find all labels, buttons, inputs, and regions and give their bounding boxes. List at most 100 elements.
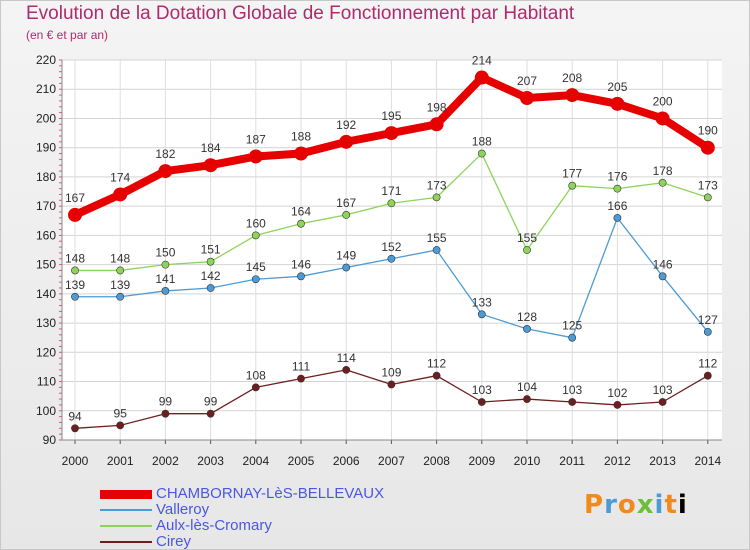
data-point xyxy=(71,292,79,301)
data-point xyxy=(565,88,580,103)
x-tick-label: 2012 xyxy=(604,454,631,468)
x-tick-label: 2010 xyxy=(514,454,541,468)
data-point xyxy=(658,398,667,406)
y-tick-label: 120 xyxy=(36,345,56,359)
data-label: 148 xyxy=(110,251,130,265)
legend-swatch xyxy=(100,490,152,499)
x-tick-label: 2014 xyxy=(694,454,721,468)
data-point xyxy=(384,126,399,141)
data-point xyxy=(610,96,625,111)
data-label: 155 xyxy=(517,231,537,245)
x-tick-label: 2013 xyxy=(649,454,676,468)
data-label: 139 xyxy=(110,278,130,292)
data-point xyxy=(703,327,712,336)
data-label: 182 xyxy=(155,147,175,161)
data-point xyxy=(568,398,577,406)
data-point xyxy=(251,275,260,284)
data-point xyxy=(523,395,531,403)
y-tick-label: 210 xyxy=(36,82,56,96)
data-point xyxy=(206,284,215,292)
data-label: 128 xyxy=(517,310,537,324)
data-label: 99 xyxy=(204,395,218,409)
y-tick-label: 100 xyxy=(36,404,56,418)
data-point xyxy=(703,371,712,380)
data-label: 171 xyxy=(381,184,401,198)
data-label: 133 xyxy=(472,295,492,309)
data-point xyxy=(248,149,263,164)
data-label: 160 xyxy=(246,216,266,230)
data-label: 190 xyxy=(698,124,718,138)
data-label: 148 xyxy=(65,251,85,265)
data-point xyxy=(297,374,305,383)
data-point xyxy=(432,193,441,202)
data-point xyxy=(520,91,534,105)
data-point xyxy=(71,266,79,275)
data-point xyxy=(523,325,531,333)
data-point xyxy=(658,178,667,187)
x-tick-label: 2007 xyxy=(378,454,405,468)
data-point xyxy=(387,199,396,208)
data-point xyxy=(342,211,351,219)
y-tick-label: 170 xyxy=(36,199,56,213)
data-label: 94 xyxy=(68,409,82,423)
data-label: 188 xyxy=(291,130,311,144)
data-label: 99 xyxy=(159,395,173,409)
data-label: 145 xyxy=(246,260,266,274)
data-point xyxy=(71,424,79,433)
legend-swatch xyxy=(100,509,152,511)
data-label: 155 xyxy=(427,231,447,245)
data-label: 103 xyxy=(472,383,492,397)
y-tick-label: 190 xyxy=(36,141,56,155)
chart-title: Evolution de la Dotation Globale de Fonc… xyxy=(26,3,575,24)
legend-swatch xyxy=(100,525,152,527)
data-point xyxy=(203,158,218,173)
data-label: 102 xyxy=(607,386,627,400)
data-point xyxy=(387,380,396,389)
data-label: 205 xyxy=(607,80,627,94)
data-point xyxy=(161,287,170,295)
data-label: 108 xyxy=(246,368,266,382)
y-tick-label: 140 xyxy=(36,287,56,301)
data-point xyxy=(523,246,531,254)
x-tick-label: 2006 xyxy=(333,454,360,468)
data-label: 178 xyxy=(653,164,673,178)
data-label: 146 xyxy=(291,257,311,271)
data-point xyxy=(700,140,715,155)
data-label: 188 xyxy=(472,135,492,149)
y-tick-label: 200 xyxy=(36,111,56,125)
data-point xyxy=(116,421,125,430)
data-point xyxy=(68,207,82,222)
data-point xyxy=(206,257,215,266)
data-point xyxy=(703,193,712,202)
data-point xyxy=(161,409,170,418)
legend-swatch xyxy=(100,541,152,543)
data-point xyxy=(342,365,351,374)
data-label: 125 xyxy=(562,319,582,333)
data-point xyxy=(339,134,354,149)
data-label: 176 xyxy=(607,170,627,184)
data-label: 167 xyxy=(65,191,85,205)
data-point xyxy=(568,333,577,342)
data-point xyxy=(477,149,486,158)
data-point xyxy=(429,117,444,132)
data-point xyxy=(658,272,667,281)
data-label: 141 xyxy=(155,272,175,286)
legend-label: Valleroy xyxy=(156,501,210,518)
y-tick-label: 220 xyxy=(36,53,56,67)
data-point xyxy=(477,398,486,406)
legend-label: Aulx-lès-Cromary xyxy=(156,517,272,534)
data-label: 207 xyxy=(517,74,537,88)
plot-area xyxy=(62,60,722,440)
y-tick-label: 110 xyxy=(37,375,56,389)
data-label: 208 xyxy=(562,71,582,85)
data-point xyxy=(251,383,260,392)
y-tick-label: 130 xyxy=(36,316,56,330)
data-point xyxy=(613,401,622,409)
y-tick-label: 160 xyxy=(36,228,56,242)
x-tick-label: 2001 xyxy=(107,454,134,468)
data-label: 111 xyxy=(292,360,311,374)
data-label: 112 xyxy=(698,357,717,371)
data-label: 167 xyxy=(336,196,356,210)
data-point xyxy=(387,254,396,263)
data-point xyxy=(206,409,215,418)
